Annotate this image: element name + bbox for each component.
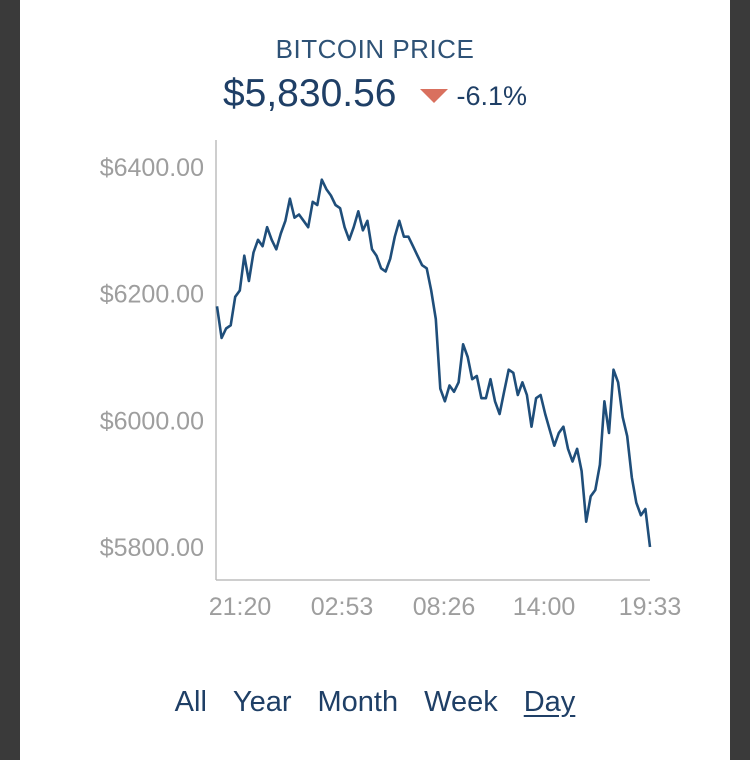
- change-percent: -6.1%: [456, 80, 528, 111]
- price-card: BITCOIN PRICE $5,830.56 -6.1% $6400.00 $6…: [20, 0, 730, 760]
- y-tick-label: $6400.00: [100, 154, 204, 182]
- price-line-chart: $6400.00 $6200.00 $6000.00 $5800.00 21:20 02…: [100, 140, 682, 621]
- price-summary: $5,830.56 -6.1%: [20, 72, 730, 116]
- range-day-button[interactable]: Day: [523, 686, 576, 718]
- x-tick-label: 19:33: [619, 593, 682, 621]
- x-tick-label: 21:20: [209, 593, 272, 621]
- x-axis-ticks: 21:20 02:53 08:26 14:00 19:33: [209, 593, 682, 621]
- y-tick-label: $5800.00: [100, 534, 204, 562]
- range-week-button[interactable]: Week: [424, 686, 498, 718]
- range-year-button[interactable]: Year: [232, 686, 292, 718]
- chart-title: BITCOIN PRICE: [275, 34, 475, 64]
- x-tick-label: 14:00: [513, 593, 576, 621]
- y-axis-ticks: $6400.00 $6200.00 $6000.00 $5800.00: [100, 154, 204, 562]
- y-tick-label: $6000.00: [100, 407, 204, 435]
- change-indicator: -6.1%: [420, 81, 527, 112]
- range-month-button[interactable]: Month: [317, 686, 399, 718]
- triangle-down-icon: [420, 89, 449, 103]
- y-tick-label: $6200.00: [100, 281, 204, 309]
- time-range-selector: All Year Month Week Day: [20, 686, 730, 719]
- range-all-button[interactable]: All: [174, 686, 207, 718]
- price-series-line: [215, 178, 652, 548]
- x-tick-label: 02:53: [311, 593, 374, 621]
- x-tick-label: 08:26: [413, 593, 476, 621]
- current-price: $5,830.56: [222, 72, 397, 115]
